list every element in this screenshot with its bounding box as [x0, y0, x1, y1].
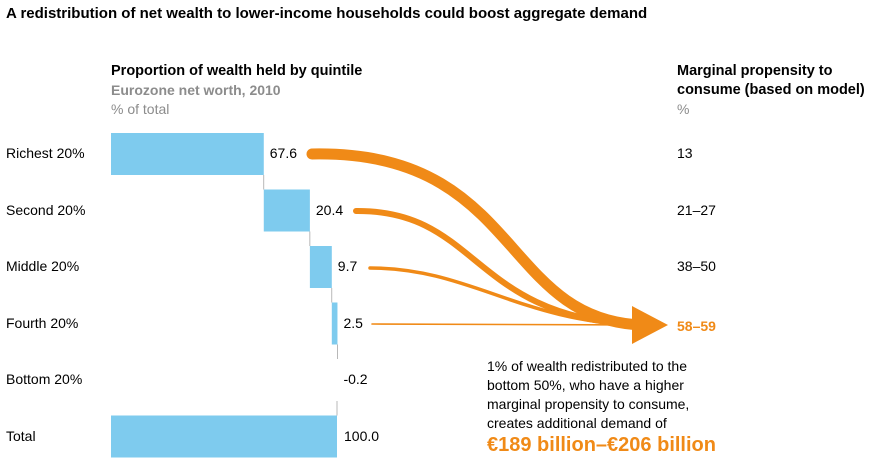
category-label-2: Middle 20% [6, 258, 80, 274]
chart-unit: % of total [111, 101, 170, 117]
mpc-value-1: 21–27 [677, 201, 716, 218]
value-label-2: 9.7 [337, 258, 358, 274]
bar-3 [331, 302, 338, 345]
bar-1 [263, 189, 310, 232]
bars [111, 133, 338, 458]
flow-arrows [306, 148, 668, 344]
annotation-highlight: €189 billion–€206 billion [487, 434, 716, 456]
annotation-line-4: creates additional demand of [487, 415, 667, 431]
mpc-value-0: 13 [677, 145, 693, 161]
mpc-header-line2: consume (based on model) [677, 82, 865, 98]
category-label-0: Richest 20% [6, 145, 85, 161]
category-label-1: Second 20% [6, 201, 86, 218]
mpc-value-2: 38–50 [677, 258, 716, 274]
annotation-line-2: bottom 50%, who have a higher [487, 377, 684, 393]
annotation-line-1: 1% of wealth redistributed to the [487, 358, 688, 374]
value-label-4: -0.2 [343, 371, 368, 387]
annotation-line-3: marginal propensity to consume, [487, 396, 690, 412]
chart-subtitle: Eurozone net worth, 2010 [111, 82, 281, 98]
category-label-4: Bottom 20% [6, 371, 83, 387]
flow-arrow-0 [306, 148, 646, 331]
value-label-1: 20.4 [315, 201, 344, 218]
mpc-unit: % [677, 101, 690, 117]
connectors [263, 175, 338, 416]
bar-5 [111, 415, 337, 458]
mpc-target-label: 58–59 [677, 318, 716, 334]
value-label-3: 2.5 [343, 314, 363, 331]
category-label-3: Fourth 20% [6, 314, 79, 331]
value-label-0: 67.6 [269, 145, 298, 161]
mpc-header-line1: Marginal propensity to [677, 63, 833, 79]
flow-arrow-2 [368, 266, 642, 327]
value-label-5: 100.0 [344, 427, 380, 444]
chart-title: Proportion of wealth held by quintile [111, 63, 363, 79]
category-label-5: Total [6, 427, 36, 444]
bar-0 [111, 133, 264, 175]
flow-arrow-3 [371, 323, 641, 326]
bar-2 [309, 246, 332, 288]
arrowhead [632, 306, 668, 344]
page-title: A redistribution of net wealth to lower-… [6, 5, 648, 22]
